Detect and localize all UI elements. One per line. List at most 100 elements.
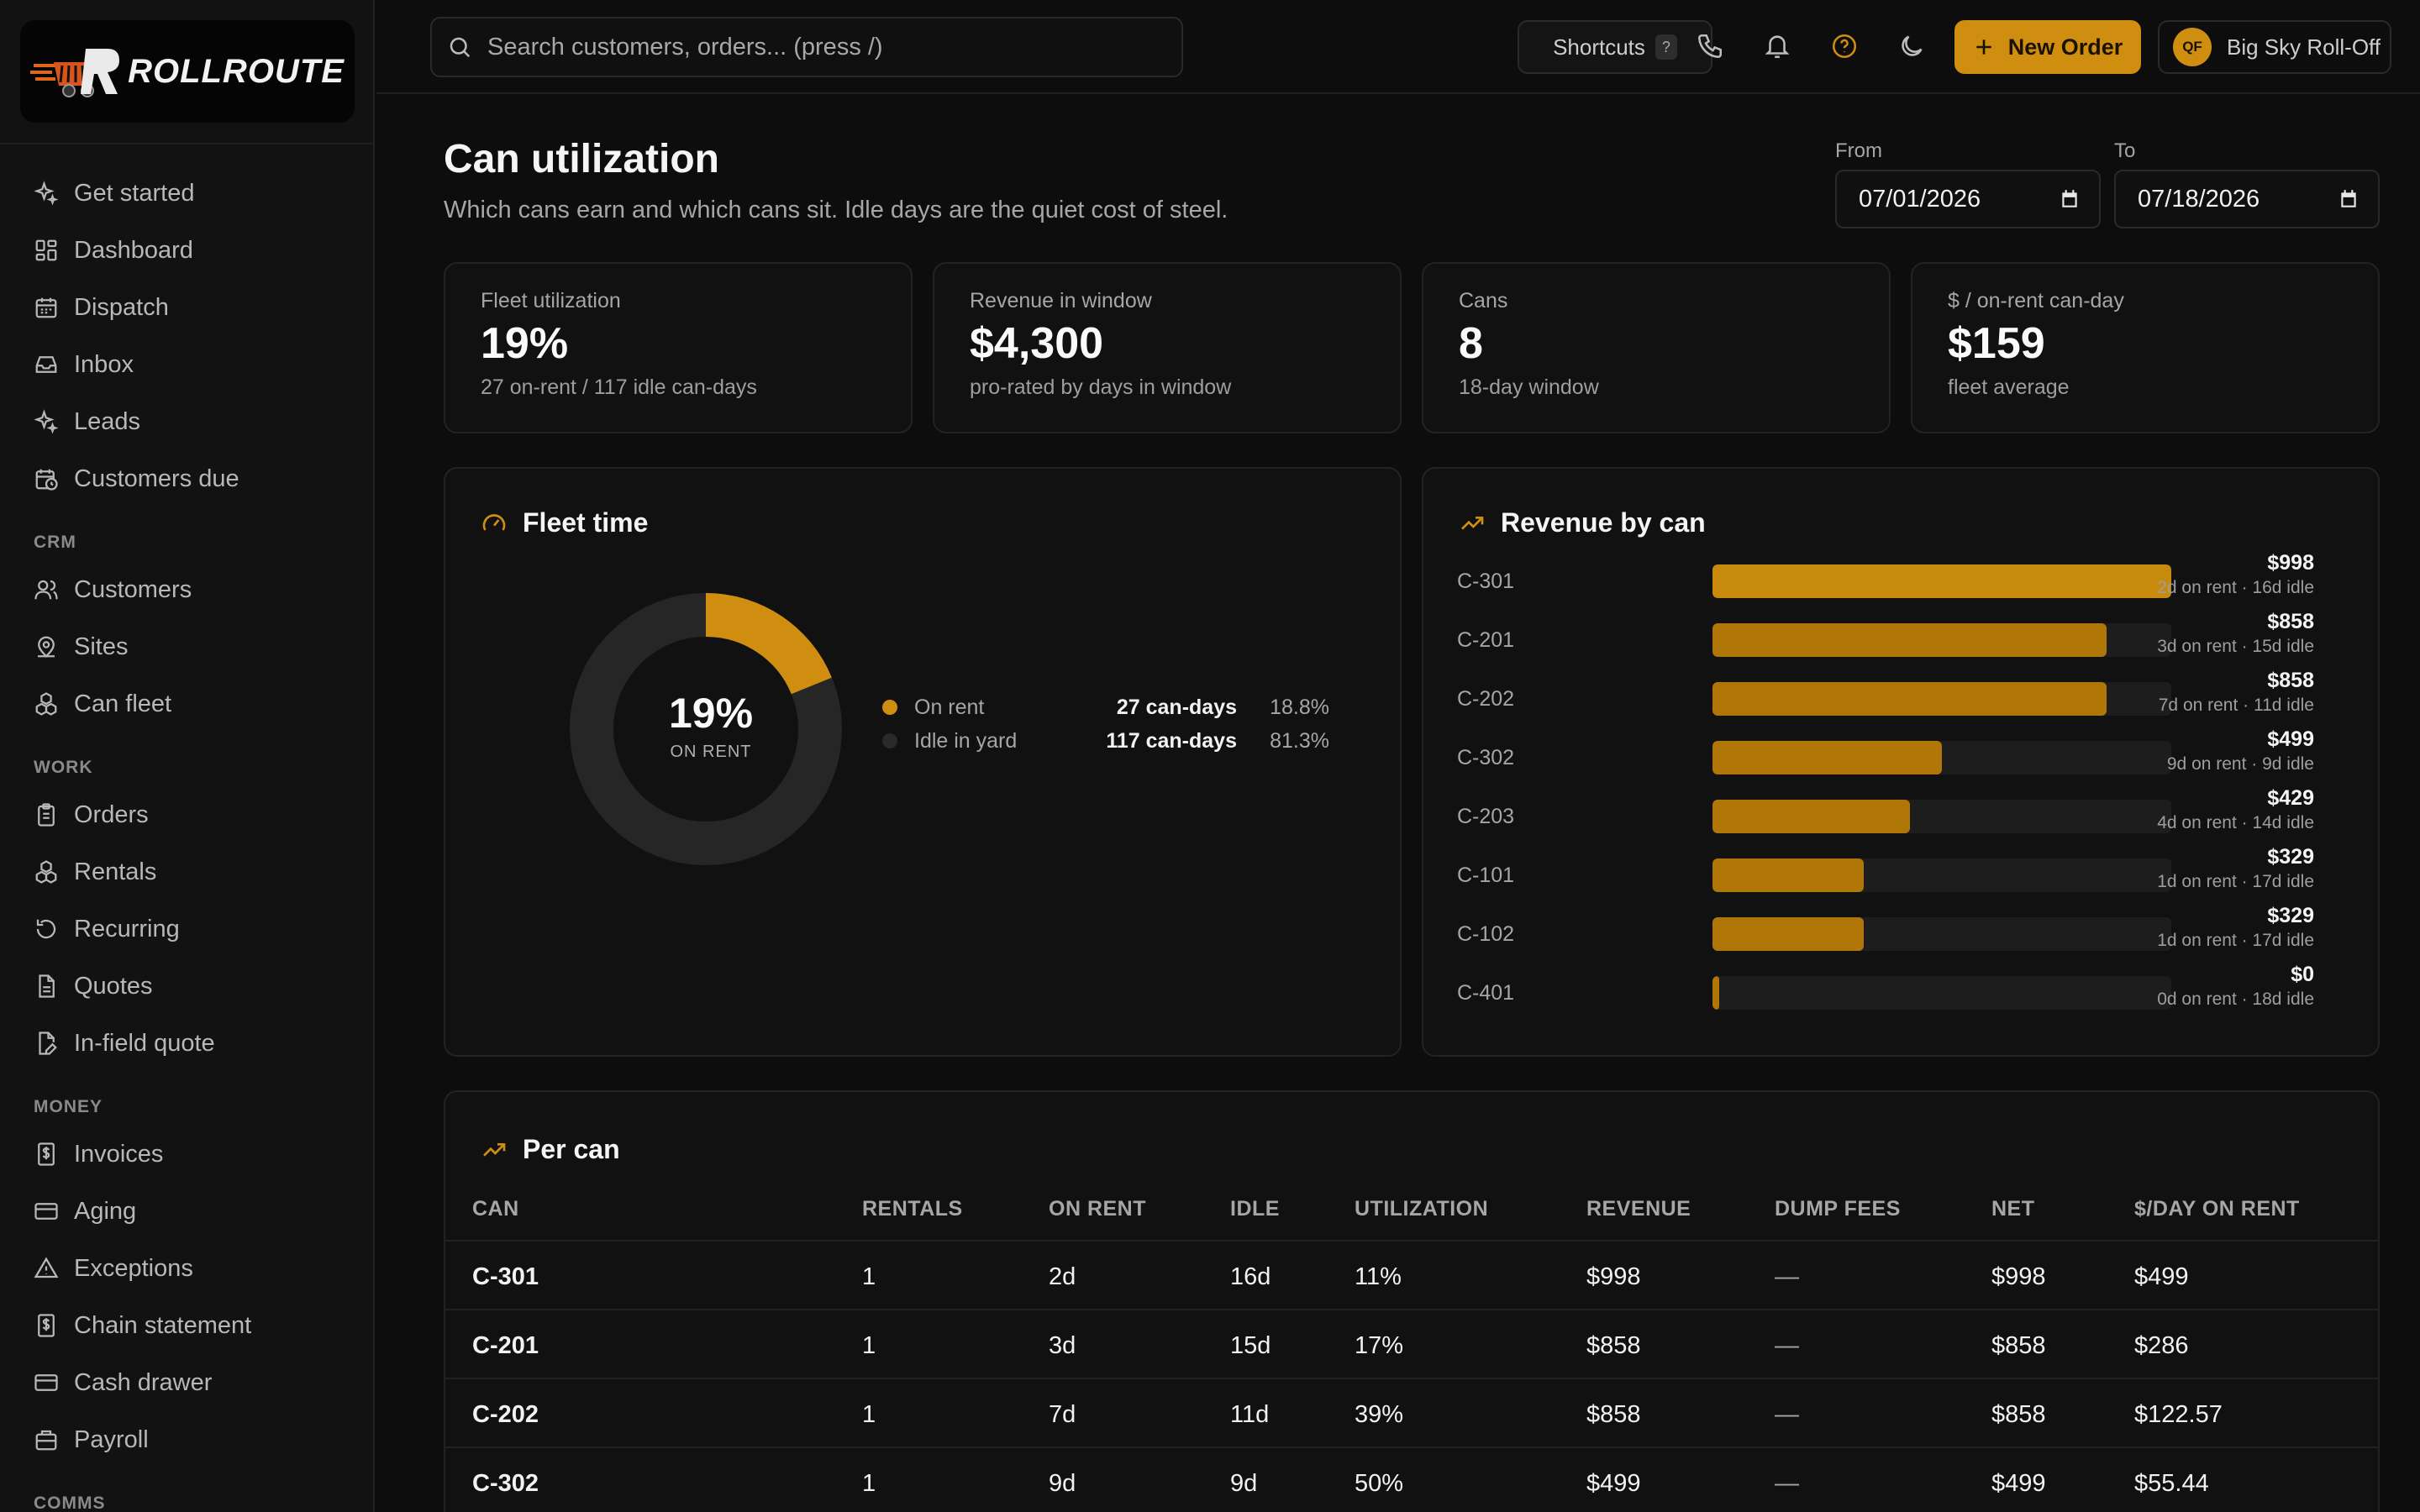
sidebar-item-cash-drawer[interactable]: Cash drawer xyxy=(0,1354,373,1411)
sidebar-item-inbox[interactable]: Inbox xyxy=(0,336,373,393)
sidebar-item-label: Can fleet xyxy=(74,690,172,717)
sidebar-item-customers[interactable]: Customers xyxy=(0,561,373,618)
account-switcher[interactable]: QF Big Sky Roll-Off xyxy=(2158,20,2391,74)
new-order-button[interactable]: New Order xyxy=(1954,20,2141,74)
column-header-dump-fees[interactable]: DUMP FEES xyxy=(1775,1197,1901,1221)
new-order-label: New Order xyxy=(2007,34,2123,60)
revenue-row: C-102 $329 1d on rent · 17d idle xyxy=(1457,904,2348,959)
sidebar-item-label: Invoices xyxy=(74,1140,164,1168)
shortcuts-button[interactable]: Shortcuts ? xyxy=(1518,20,1712,74)
fleet-time-title: Fleet time xyxy=(523,507,649,538)
sidebar-item-invoices[interactable]: Invoices xyxy=(0,1126,373,1183)
kpi-card-per-day: $ / on-rent can-day $159 fleet average xyxy=(1911,262,2380,433)
revenue-can-name: C-401 xyxy=(1457,981,1515,1005)
notifications-button[interactable] xyxy=(1756,25,1798,67)
kpi-value: $4,300 xyxy=(970,319,1104,368)
cell-revenue: $858 xyxy=(1586,1332,1641,1359)
revenue-bar-track xyxy=(1712,858,2171,892)
sidebar-item-payroll[interactable]: Payroll xyxy=(0,1411,373,1468)
trending-up-icon xyxy=(1461,516,1484,530)
column-header-idle[interactable]: IDLE xyxy=(1230,1197,1280,1221)
table-row[interactable]: C-202 1 7d 11d 39% $858 — $858 $122.57 xyxy=(445,1378,2378,1446)
cell-net: $858 xyxy=(1991,1401,2046,1428)
sidebar-item-recurring[interactable]: Recurring xyxy=(0,900,373,958)
kpi-sub: 18-day window xyxy=(1459,375,1599,399)
sidebar-item-label: In-field quote xyxy=(74,1029,215,1057)
column-header-on-rent[interactable]: ON RENT xyxy=(1049,1197,1146,1221)
sidebar-item-leads[interactable]: Leads xyxy=(0,393,373,450)
phone-button[interactable] xyxy=(1689,25,1731,67)
column-header-revenue[interactable]: REVENUE xyxy=(1586,1197,1691,1221)
app-logo[interactable]: ROLLROUTE xyxy=(20,20,355,123)
inbox-icon xyxy=(35,356,57,373)
calendar-icon[interactable] xyxy=(2059,188,2081,210)
table-row[interactable]: C-201 1 3d 15d 17% $858 — $858 $286 xyxy=(445,1309,2378,1378)
to-date-value: 07/18/2026 xyxy=(2138,185,2260,213)
cell-per-day: $122.57 xyxy=(2134,1401,2223,1428)
search-input[interactable] xyxy=(487,33,1160,61)
sidebar-item-chain-statement[interactable]: Chain statement xyxy=(0,1297,373,1354)
sidebar-item-quotes[interactable]: Quotes xyxy=(0,958,373,1015)
column-header-per-day[interactable]: $/DAY ON RENT xyxy=(2134,1197,2300,1221)
donut-chart xyxy=(570,593,842,865)
legend-name: Idle in yard xyxy=(914,728,1018,753)
revenue-meta: 1d on rent · 17d idle xyxy=(2157,931,2314,950)
card-icon xyxy=(34,1374,58,1391)
sidebar-item-aging[interactable]: Aging xyxy=(0,1183,373,1240)
revenue-row: C-302 $499 9d on rent · 9d idle xyxy=(1457,727,2348,783)
search-box[interactable] xyxy=(430,17,1183,77)
page-subtitle: Which cans earn and which cans sit. Idle… xyxy=(444,197,1228,223)
legend-item-on-rent: On rent 27 can-days 18.8% xyxy=(882,690,1329,724)
revenue-title: Revenue by can xyxy=(1501,507,1706,538)
users-icon xyxy=(34,580,58,600)
legend-name: On rent xyxy=(914,695,985,719)
sidebar-item-rentals[interactable]: Rentals xyxy=(0,843,373,900)
sidebar-item-can-fleet[interactable]: Can fleet xyxy=(0,675,373,732)
sidebar-item-label: Customers xyxy=(74,575,192,603)
cell-on-rent: 7d xyxy=(1049,1401,1076,1428)
revenue-bar xyxy=(1712,858,1864,892)
cell-rentals: 1 xyxy=(862,1332,876,1359)
sidebar-item-in-field-quote[interactable]: In-field quote xyxy=(0,1015,373,1072)
sidebar-item-dispatch[interactable]: Dispatch xyxy=(0,279,373,336)
table-row[interactable]: C-302 1 9d 9d 50% $499 — $499 $55.44 xyxy=(445,1446,2378,1512)
sidebar-item-get-started[interactable]: Get started xyxy=(0,165,373,222)
to-date-input[interactable]: 07/18/2026 xyxy=(2114,170,2380,228)
from-date-input[interactable]: 07/01/2026 xyxy=(1835,170,2101,228)
kpi-card-cans: Cans 8 18-day window xyxy=(1422,262,1891,433)
revenue-by-can-panel: Revenue by can C-301 $998 2d on rent · 1… xyxy=(1422,467,2380,1057)
cell-idle: 15d xyxy=(1230,1332,1271,1359)
revenue-can-name: C-102 xyxy=(1457,922,1515,946)
sidebar-item-exceptions[interactable]: Exceptions xyxy=(0,1240,373,1297)
sidebar-item-orders[interactable]: Orders xyxy=(0,786,373,843)
sidebar-item-sites[interactable]: Sites xyxy=(0,618,373,675)
revenue-meta: 4d on rent · 14d idle xyxy=(2157,813,2314,832)
donut-on-rent-arc xyxy=(570,593,842,865)
sidebar-section-crm: CRM xyxy=(34,533,76,552)
column-header-rentals[interactable]: RENTALS xyxy=(862,1197,963,1221)
calendar-icon[interactable] xyxy=(2338,188,2360,210)
cell-utilization: 39% xyxy=(1355,1401,1404,1428)
column-header-net[interactable]: NET xyxy=(1991,1197,2035,1221)
table-row[interactable]: C-301 1 2d 16d 11% $998 — $998 $499 xyxy=(445,1240,2378,1309)
bell-icon xyxy=(1765,35,1790,59)
alert-icon xyxy=(34,1257,59,1278)
column-header-can[interactable]: CAN xyxy=(472,1197,519,1221)
moon-icon xyxy=(1902,35,1923,56)
cell-dump-fees: — xyxy=(1775,1332,1799,1359)
help-icon xyxy=(1832,34,1857,59)
sidebar-item-dashboard[interactable]: Dashboard xyxy=(0,222,373,279)
revenue-bar xyxy=(1712,917,1864,951)
column-header-utilization[interactable]: UTILIZATION xyxy=(1355,1197,1489,1221)
help-button[interactable] xyxy=(1823,25,1865,67)
revenue-bar-track xyxy=(1712,682,2171,716)
revenue-amount: $0 xyxy=(2291,963,2314,986)
theme-toggle-button[interactable] xyxy=(1891,25,1933,67)
cell-on-rent: 3d xyxy=(1049,1332,1076,1359)
sidebar-item-customers-due[interactable]: Customers due xyxy=(0,450,373,507)
logo-mark-icon xyxy=(30,49,120,97)
cell-can: C-202 xyxy=(472,1401,539,1428)
revenue-can-name: C-302 xyxy=(1457,746,1515,769)
shortcuts-label: Shortcuts xyxy=(1553,34,1645,60)
trending-up-icon xyxy=(483,1142,506,1157)
